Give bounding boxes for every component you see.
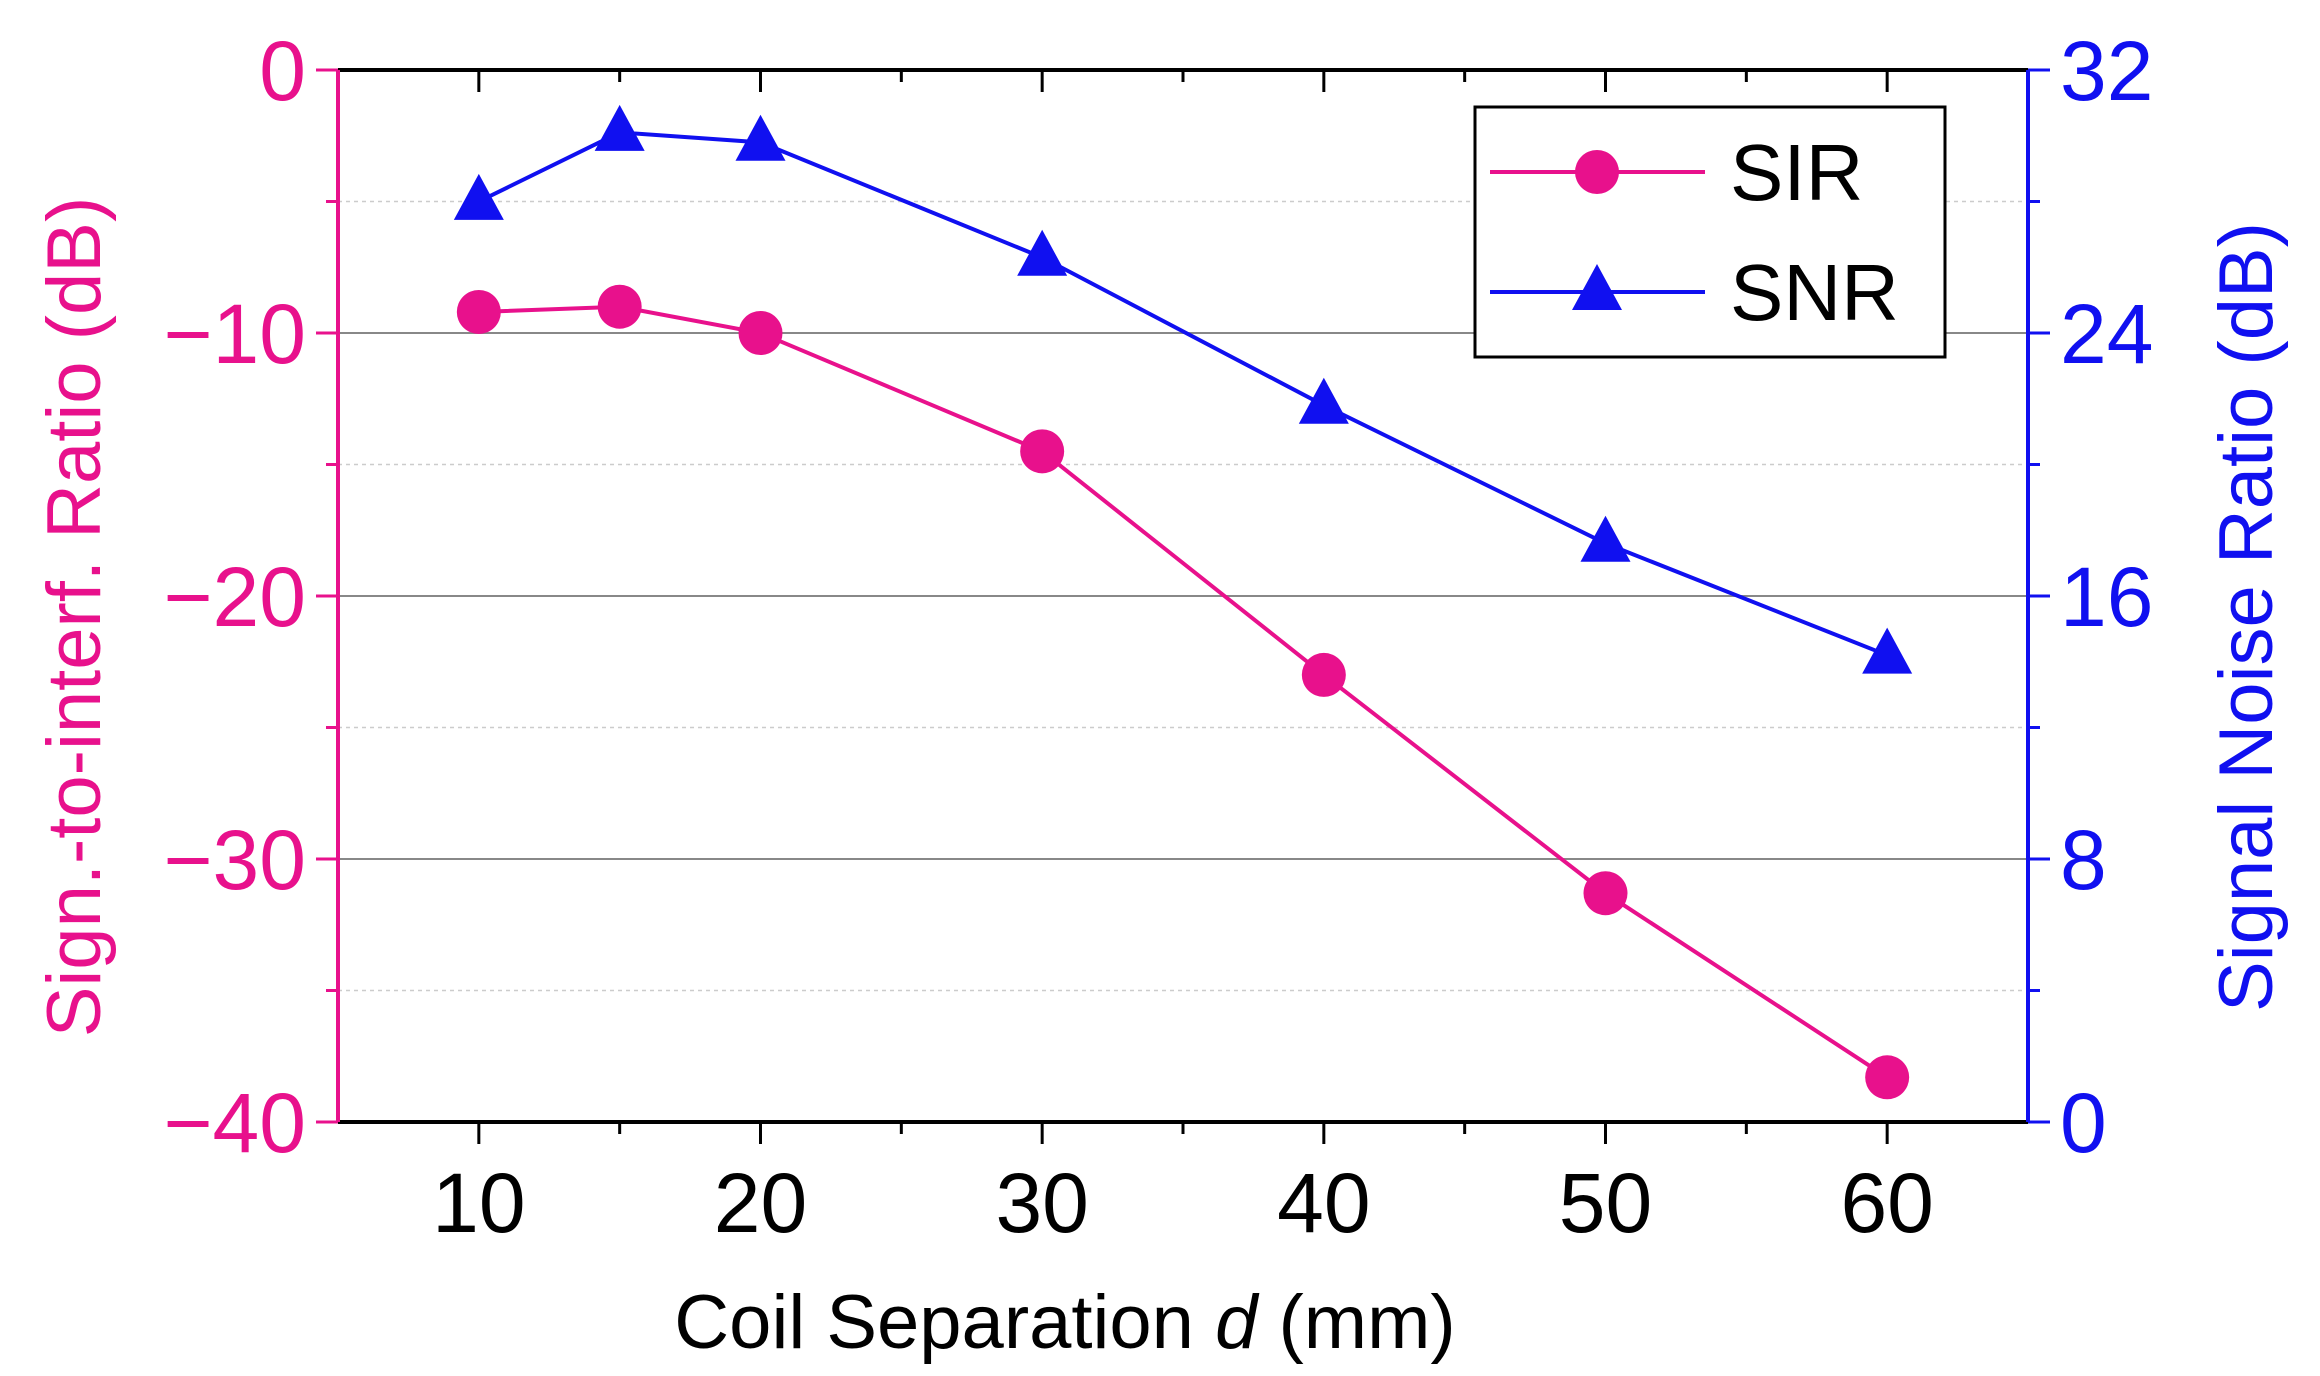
left-y-axis-title: Sign.-to-interf. Ratio (dB) bbox=[32, 197, 117, 1038]
sir-data-point bbox=[1583, 871, 1628, 916]
sir-data-point bbox=[1865, 1055, 1910, 1100]
tick-labels: 10 20 30 40 50 60 0 −10 −20 −30 −40 32 24 16 8 0 bbox=[164, 24, 2154, 1250]
legend-snr-label: SNR bbox=[1730, 248, 1899, 337]
left-y-tick-label: 0 bbox=[259, 24, 306, 118]
right-y-tick-label: 0 bbox=[2060, 1076, 2107, 1170]
snr-data-point bbox=[1017, 229, 1068, 276]
snr-data-point bbox=[594, 104, 645, 151]
left-y-tick-label: −10 bbox=[164, 287, 307, 381]
sir-data-point bbox=[597, 284, 642, 329]
right-y-axis-title: Signal Noise Ratio (dB) bbox=[2204, 222, 2289, 1012]
sir-series-line bbox=[478, 304, 1889, 1079]
left-y-tick-label: −20 bbox=[164, 550, 307, 644]
snr-data-point bbox=[1580, 515, 1631, 562]
x-tick-label: 60 bbox=[1840, 1156, 1933, 1250]
right-y-tick-label: 16 bbox=[2060, 550, 2153, 644]
left-y-tick-label: −40 bbox=[164, 1076, 307, 1170]
sir-data-point bbox=[456, 289, 501, 334]
sir-data-point bbox=[738, 311, 783, 355]
x-tick-label: 20 bbox=[714, 1156, 807, 1250]
x-axis-title: Coil Separation d (mm) bbox=[674, 1280, 1455, 1365]
right-y-tick-label: 32 bbox=[2060, 24, 2153, 118]
right-y-tick-label: 8 bbox=[2060, 813, 2107, 907]
x-tick-label: 10 bbox=[432, 1156, 525, 1250]
axes bbox=[316, 68, 2050, 1144]
snr-data-point bbox=[453, 173, 504, 220]
legend: SIR SNR bbox=[1473, 105, 1947, 359]
left-y-tick-label: −30 bbox=[164, 813, 307, 907]
snr-data-point bbox=[735, 114, 786, 161]
legend-sir-marker bbox=[1575, 150, 1619, 194]
right-y-tick-label: 24 bbox=[2060, 287, 2153, 381]
legend-box bbox=[1473, 105, 1947, 359]
x-tick-label: 40 bbox=[1277, 1156, 1370, 1250]
sir-data-point bbox=[1020, 429, 1065, 474]
legend-sir-label: SIR bbox=[1730, 128, 1863, 217]
sir-data-point bbox=[1301, 652, 1346, 697]
x-tick-label: 30 bbox=[995, 1156, 1088, 1250]
snr-data-point bbox=[1298, 377, 1349, 424]
legend-snr-marker bbox=[1572, 264, 1622, 310]
x-tick-label: 50 bbox=[1559, 1156, 1652, 1250]
data-series bbox=[453, 104, 1913, 1100]
snr-data-point bbox=[1862, 627, 1913, 674]
